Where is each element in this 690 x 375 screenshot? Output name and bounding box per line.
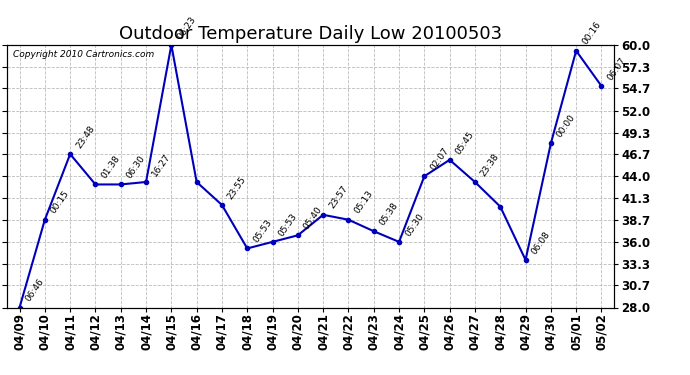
Text: 05:45: 05:45 [454,129,476,156]
Text: 02:07: 02:07 [428,146,451,172]
Title: Outdoor Temperature Daily Low 20100503: Outdoor Temperature Daily Low 20100503 [119,26,502,44]
Text: 06:07: 06:07 [606,56,628,82]
Text: 05:40: 05:40 [302,205,324,231]
Text: 00:15: 00:15 [49,189,71,216]
Text: 23:48: 23:48 [75,124,97,150]
Text: 23:57: 23:57 [327,184,349,211]
Text: 06:23: 06:23 [175,15,197,41]
Text: Copyright 2010 Cartronics.com: Copyright 2010 Cartronics.com [13,50,155,59]
Text: 05:30: 05:30 [403,211,426,238]
Text: 00:00: 00:00 [555,113,578,139]
Text: 05:38: 05:38 [378,201,400,227]
Text: 06:08: 06:08 [530,230,552,256]
Text: 23:38: 23:38 [479,152,501,178]
Text: 06:30: 06:30 [125,154,147,180]
Text: 00:16: 00:16 [580,20,602,46]
Text: 05:13: 05:13 [353,189,375,216]
Text: 05:53: 05:53 [251,218,274,244]
Text: 16:27: 16:27 [150,152,172,178]
Text: 01:38: 01:38 [99,154,122,180]
Text: 05:53: 05:53 [277,211,299,238]
Text: 06:46: 06:46 [23,277,46,303]
Text: 23:55: 23:55 [226,174,248,201]
